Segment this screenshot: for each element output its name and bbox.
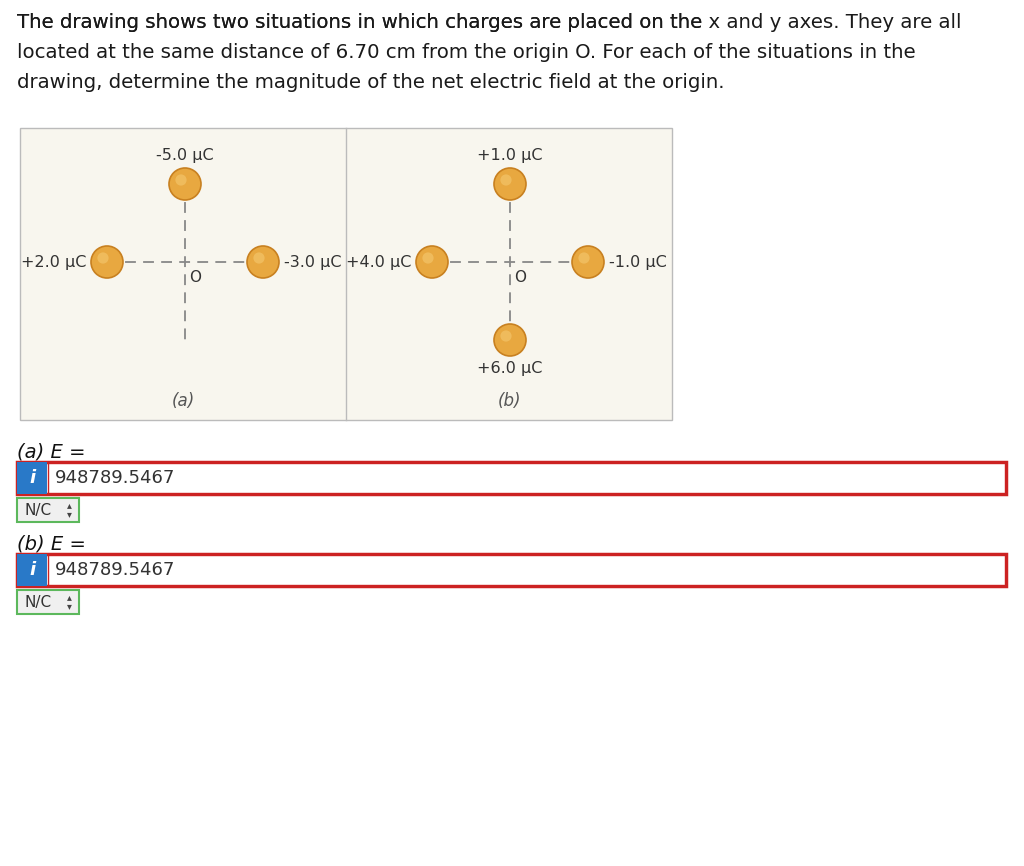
Circle shape [494, 324, 526, 356]
Circle shape [501, 174, 512, 185]
Circle shape [91, 246, 123, 278]
Bar [17, 462, 1006, 494]
Text: located at the same distance of 6.70 cm from the origin O. For each of the situa: located at the same distance of 6.70 cm … [17, 43, 915, 62]
Text: (a) E =: (a) E = [17, 443, 85, 462]
Text: (b): (b) [498, 392, 521, 410]
Text: 948789.5467: 948789.5467 [55, 561, 175, 579]
Bar [17, 554, 47, 586]
Circle shape [253, 252, 264, 263]
Circle shape [422, 252, 433, 263]
Bar [17, 554, 1006, 586]
Text: drawing, determine the magnitude of the net electric field at the origin.: drawing, determine the magnitude of the … [17, 73, 725, 92]
Bar [17, 462, 47, 494]
Text: 948789.5467: 948789.5467 [55, 469, 175, 487]
Text: +1.0 μC: +1.0 μC [477, 148, 543, 163]
Bar [48, 555, 1005, 585]
Text: N/C: N/C [25, 502, 52, 518]
Text: i: i [29, 561, 35, 579]
Text: ▴
▾: ▴ ▾ [67, 501, 72, 520]
Circle shape [97, 252, 109, 263]
Circle shape [247, 246, 279, 278]
Circle shape [175, 174, 186, 185]
Text: +4.0 μC: +4.0 μC [346, 255, 411, 269]
Circle shape [579, 252, 590, 263]
Text: N/C: N/C [25, 594, 52, 610]
Text: The drawing shows two situations in which charges are placed on the x and y axes: The drawing shows two situations in whic… [17, 13, 962, 32]
Circle shape [494, 168, 526, 200]
Circle shape [572, 246, 604, 278]
Text: i: i [29, 469, 35, 487]
Circle shape [416, 246, 449, 278]
Text: (b) E =: (b) E = [17, 535, 86, 554]
Bar [17, 498, 79, 522]
Text: -3.0 μC: -3.0 μC [284, 255, 341, 269]
Bar [20, 128, 672, 420]
Circle shape [169, 168, 201, 200]
Text: -1.0 μC: -1.0 μC [609, 255, 667, 269]
Circle shape [501, 331, 512, 341]
Text: The drawing shows two situations in which charges are placed on the: The drawing shows two situations in whic… [17, 13, 709, 32]
Text: +6.0 μC: +6.0 μC [477, 361, 543, 376]
Text: O: O [189, 270, 201, 285]
Text: O: O [514, 270, 526, 285]
Text: (a): (a) [171, 392, 195, 410]
Text: -5.0 μC: -5.0 μC [157, 148, 214, 163]
Text: ▴
▾: ▴ ▾ [67, 592, 72, 611]
Bar [48, 463, 1005, 493]
Bar [17, 590, 79, 614]
Text: +2.0 μC: +2.0 μC [20, 255, 86, 269]
